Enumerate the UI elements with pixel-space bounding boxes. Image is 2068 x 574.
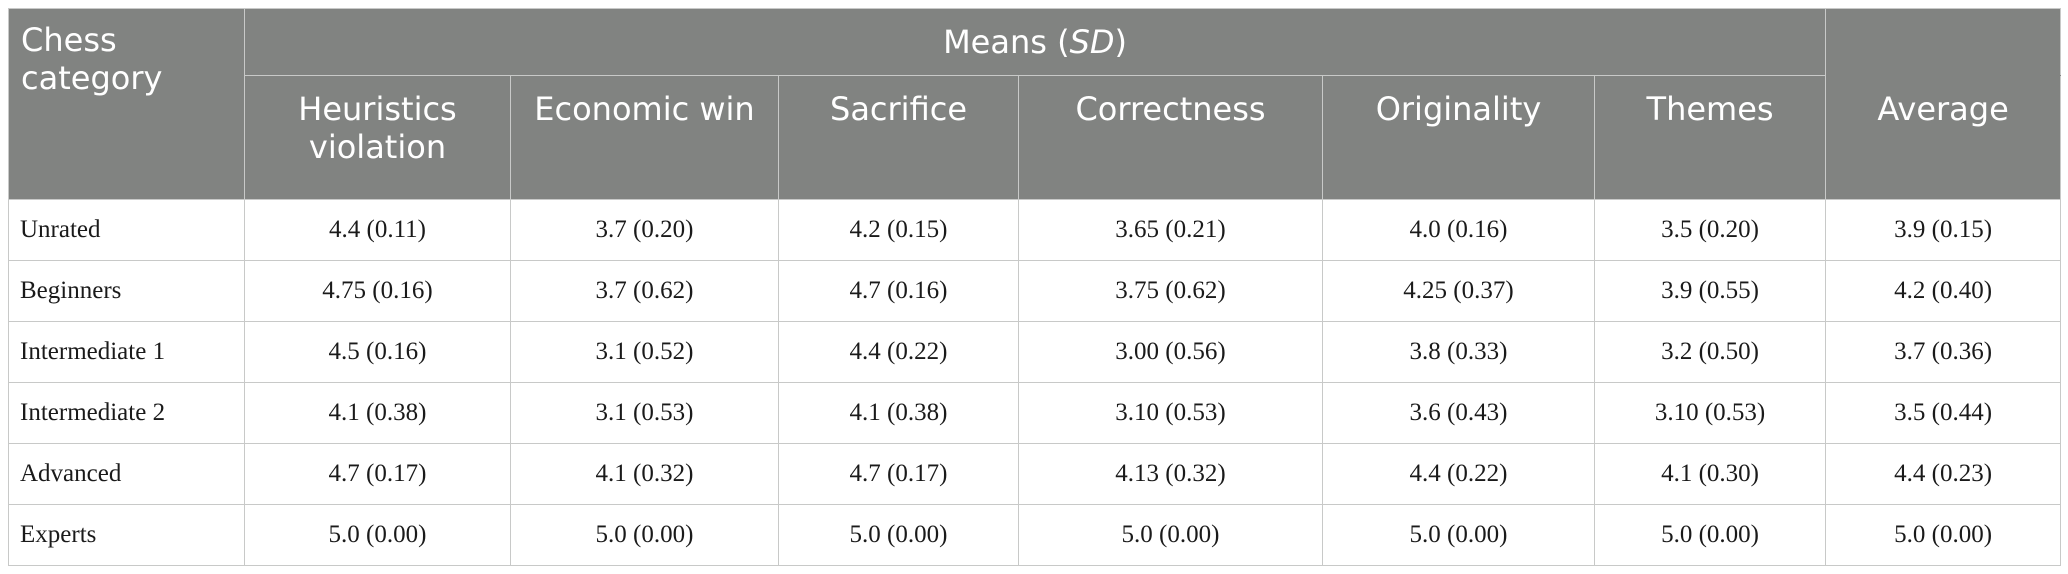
table-cell: 3.10 (0.53) (1018, 382, 1323, 444)
table-cell: 3.7 (0.36) (1825, 321, 2062, 383)
column-header-heuristics-violation: Heuristics violation (244, 75, 511, 200)
column-header-themes: Themes (1593, 75, 1827, 200)
stub-header: Chess category (8, 8, 245, 200)
row-category: Beginners (8, 260, 245, 322)
row-category: Advanced (8, 443, 245, 505)
table-cell: 4.7 (0.17) (778, 443, 1019, 505)
table-cell: 4.1 (0.32) (510, 443, 779, 505)
group-header-close: ) (1114, 23, 1128, 61)
table-cell: 4.75 (0.16) (244, 260, 511, 322)
table-cell: 4.2 (0.15) (778, 199, 1019, 261)
table-cell: 5.0 (0.00) (1825, 504, 2062, 566)
table-cell: 4.4 (0.22) (778, 321, 1019, 383)
table-cell: 5.0 (0.00) (778, 504, 1019, 566)
table-cell: 4.13 (0.32) (1018, 443, 1323, 505)
table-cell: 3.00 (0.56) (1018, 321, 1323, 383)
column-header-originality: Originality (1322, 75, 1595, 200)
table-cell: 4.1 (0.38) (244, 382, 511, 444)
table-cell: 3.1 (0.53) (510, 382, 779, 444)
table-cell: 4.0 (0.16) (1322, 199, 1595, 261)
table-cell: 3.1 (0.52) (510, 321, 779, 383)
row-category: Intermediate 2 (8, 382, 245, 444)
table-cell: 3.5 (0.20) (1593, 199, 1827, 261)
table-row: Unrated 4.4 (0.11) 3.7 (0.20) 4.2 (0.15) 3.6… (8, 199, 2062, 261)
header-row-top: Chess category Means (SD) (8, 8, 2062, 200)
table-cell: 3.5 (0.44) (1825, 382, 2062, 444)
table-cell: 3.9 (0.15) (1825, 199, 2062, 261)
table-cell: 4.7 (0.16) (778, 260, 1019, 322)
table-cell: 5.0 (0.00) (510, 504, 779, 566)
table-cell: 4.1 (0.30) (1593, 443, 1827, 505)
table-cell: 5.0 (0.00) (1018, 504, 1323, 566)
table-body: Unrated 4.4 (0.11) 3.7 (0.20) 4.2 (0.15) 3.6… (8, 199, 2062, 566)
table-row: Experts 5.0 (0.00) 5.0 (0.00) 5.0 (0.00) 5.0… (8, 504, 2062, 566)
table-cell: 3.10 (0.53) (1593, 382, 1827, 444)
table-cell: 4.25 (0.37) (1322, 260, 1595, 322)
column-header-economic-win: Economic win (510, 75, 779, 200)
means-table: Chess category Means (SD) Heuristics vio… (8, 8, 2062, 566)
table-cell: 5.0 (0.00) (1593, 504, 1827, 566)
table-cell: 4.5 (0.16) (244, 321, 511, 383)
row-category: Experts (8, 504, 245, 566)
table-cell: 5.0 (0.00) (244, 504, 511, 566)
means-table-container: Chess category Means (SD) Heuristics vio… (8, 8, 2062, 566)
table-cell: 5.0 (0.00) (1322, 504, 1595, 566)
row-category: Unrated (8, 199, 245, 261)
table-row: Advanced 4.7 (0.17) 4.1 (0.32) 4.7 (0.17) 4.… (8, 443, 2062, 505)
column-header-sacrifice: Sacrifice (778, 75, 1019, 200)
header-row-columns: Heuristics violation Economic win Sacrif… (9, 75, 2062, 200)
table-cell: 3.6 (0.43) (1322, 382, 1595, 444)
table-cell: 3.75 (0.62) (1018, 260, 1323, 322)
table-cell: 3.7 (0.62) (510, 260, 779, 322)
table-cell: 3.8 (0.33) (1322, 321, 1595, 383)
group-header-means: Means (SD) (243, 8, 1827, 76)
table-cell: 3.2 (0.50) (1593, 321, 1827, 383)
column-header-correctness: Correctness (1018, 75, 1323, 200)
table-cell: 4.1 (0.38) (778, 382, 1019, 444)
average-header-top-cell (1825, 8, 2062, 76)
table-cell: 4.7 (0.17) (244, 443, 511, 505)
group-header-text: Means ( (943, 23, 1070, 61)
table-cell: 3.65 (0.21) (1018, 199, 1323, 261)
table-row: Intermediate 1 4.5 (0.16) 3.1 (0.52) 4.4 (0… (8, 321, 2062, 383)
table-cell: 4.2 (0.40) (1825, 260, 2062, 322)
table-cell: 3.9 (0.55) (1593, 260, 1827, 322)
table-row: Intermediate 2 4.1 (0.38) 3.1 (0.53) 4.1 (0… (8, 382, 2062, 444)
table-cell: 4.4 (0.11) (244, 199, 511, 261)
table-header: Chess category Means (SD) Heuristics vio… (8, 8, 2062, 200)
column-header-average: Average (1825, 75, 2062, 200)
table-cell: 4.4 (0.23) (1825, 443, 2062, 505)
table-cell: 3.7 (0.20) (510, 199, 779, 261)
table-row: Beginners 4.75 (0.16) 3.7 (0.62) 4.7 (0.16)… (8, 260, 2062, 322)
row-category: Intermediate 1 (8, 321, 245, 383)
group-header-sd: SD (1069, 23, 1115, 61)
table-cell: 4.4 (0.22) (1322, 443, 1595, 505)
